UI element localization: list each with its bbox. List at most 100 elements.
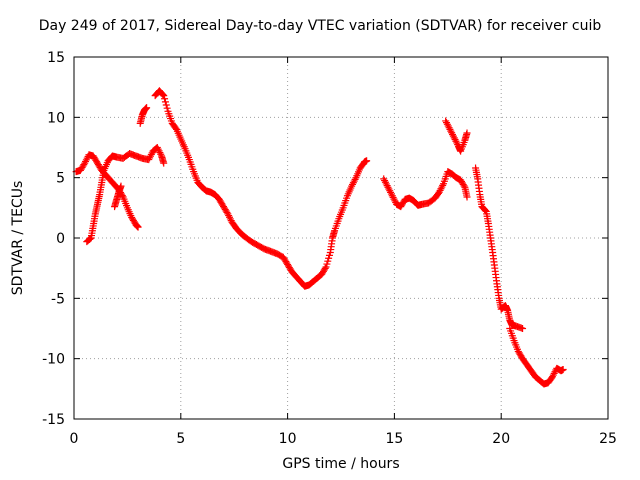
data-point [159, 91, 167, 99]
grid-layer [74, 57, 608, 419]
data-series-arc-2 [83, 144, 168, 246]
x-tick-label: 0 [70, 431, 79, 447]
x-tick-label: 5 [176, 431, 185, 447]
data-point [436, 186, 444, 194]
data-point [350, 177, 358, 185]
data-point [559, 366, 567, 374]
data-point [445, 124, 453, 132]
data-point [155, 147, 163, 155]
data-point [449, 132, 457, 140]
data-point [154, 145, 162, 153]
data-point [386, 187, 394, 195]
data-point [146, 152, 154, 160]
data-point [448, 130, 456, 138]
y-tick-label: 15 [47, 50, 65, 66]
data-point [321, 264, 329, 272]
data-point [481, 206, 489, 214]
data-point [80, 161, 88, 169]
data-point [389, 193, 397, 201]
data-series-arc-7 [442, 117, 471, 155]
data-point [460, 182, 468, 190]
data-series-arc-5 [151, 87, 371, 290]
data-point [82, 157, 90, 165]
data-point [388, 192, 396, 200]
data-point [85, 235, 93, 243]
data-point [351, 175, 359, 183]
data-point [160, 159, 168, 167]
data-point [223, 208, 231, 216]
data-point [147, 150, 155, 158]
y-tick-label: 10 [47, 110, 65, 126]
data-point [390, 195, 398, 203]
data-point [442, 117, 450, 125]
data-point [391, 197, 399, 205]
data-point [387, 190, 395, 198]
y-tick-label: -15 [42, 412, 65, 428]
data-point [153, 144, 161, 151]
data-point [437, 185, 445, 193]
data-point [451, 136, 459, 144]
data-point [438, 183, 446, 191]
data-point [161, 98, 169, 106]
data-point [381, 178, 389, 186]
data-point [380, 175, 388, 183]
data-point [452, 137, 460, 145]
data-series-arc-3 [111, 182, 125, 211]
data-point [443, 120, 451, 128]
data-point [348, 182, 356, 190]
x-tick-label: 25 [599, 431, 617, 447]
data-point [226, 215, 234, 223]
data-point [443, 119, 451, 127]
data-point [224, 210, 232, 218]
data-point [146, 154, 154, 162]
data-point [381, 177, 389, 185]
data-point [145, 156, 153, 164]
data-point [349, 180, 357, 188]
data-series-arc-9 [506, 325, 567, 388]
data-series-arc-8 [472, 164, 527, 332]
y-tick-label: 0 [56, 231, 65, 247]
data-point [447, 127, 455, 135]
data-point [439, 181, 447, 189]
data-point [349, 179, 357, 187]
y-tick-label: -5 [51, 291, 65, 307]
x-tick-label: 15 [385, 431, 403, 447]
data-point [117, 182, 125, 190]
data-point [385, 185, 393, 193]
data-point [549, 371, 557, 379]
data-point [435, 188, 443, 196]
data-point [384, 183, 392, 191]
x-tick-label: 10 [279, 431, 297, 447]
plot-frame [73, 56, 609, 420]
x-axis-label: GPS time / hours [282, 456, 400, 472]
data-point [444, 122, 452, 130]
chart-title: Day 249 of 2017, Sidereal Day-to-day VTE… [38, 18, 602, 34]
tick-layer: 0 5 10 15 20 25 -15 -10 -5 0 5 10 15 [42, 50, 617, 447]
data-point [363, 157, 371, 165]
data-point [160, 92, 168, 100]
data-point [81, 159, 89, 167]
data-point [448, 129, 456, 137]
data-point [162, 101, 170, 109]
data-point [134, 223, 142, 231]
y-tick-label: 5 [56, 171, 65, 187]
data-point [463, 129, 471, 137]
data-point [82, 156, 90, 164]
data-point [383, 182, 391, 190]
data-point [382, 180, 390, 188]
data-point [550, 369, 558, 377]
y-tick-label: -10 [42, 352, 65, 368]
data-point [157, 150, 165, 158]
data-series-arc-4 [136, 104, 151, 127]
data-point [156, 149, 164, 157]
data-point [172, 124, 180, 132]
data-point [446, 125, 454, 133]
data-point [519, 325, 527, 332]
data-point [163, 104, 171, 112]
data-series-arc-6 [380, 168, 471, 211]
data-point [161, 95, 169, 103]
data-point [226, 213, 234, 221]
data-point [548, 373, 556, 381]
data-layer [72, 87, 567, 388]
